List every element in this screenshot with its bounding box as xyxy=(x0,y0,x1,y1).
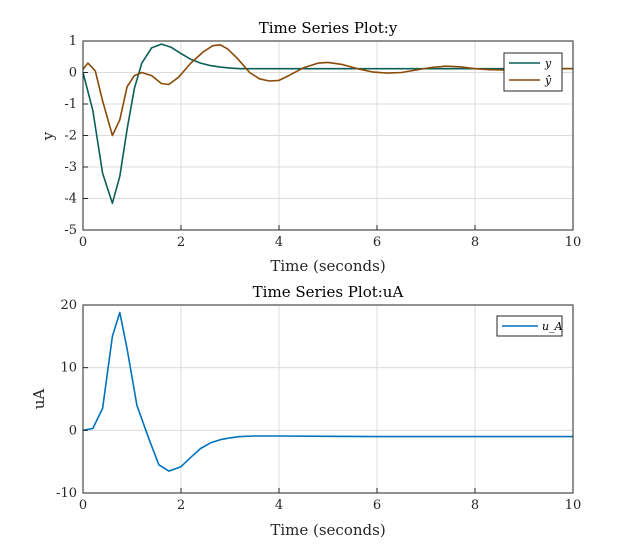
y-axis-label-uA: uA xyxy=(30,389,48,410)
legend-label-yhat: ŷ xyxy=(544,74,552,87)
series-line-uA xyxy=(82,311,573,472)
y-tick-label: -1 xyxy=(64,97,77,112)
legend-box-y xyxy=(503,52,563,92)
y-tick-label: -3 xyxy=(64,160,77,175)
chart-title-y: Time Series Plot:y xyxy=(259,19,398,37)
x-tick-label: 4 xyxy=(275,498,283,513)
y-tick-label: 20 xyxy=(60,298,77,313)
x-tick-label: 2 xyxy=(177,498,185,513)
series-lines-y xyxy=(82,43,573,204)
x-tick-label: 0 xyxy=(79,235,87,250)
x-axis-label-uA: Time (seconds) xyxy=(270,521,385,539)
series-lines-uA xyxy=(82,311,573,472)
x-tick-label: 10 xyxy=(565,498,582,513)
x-tick-label: 6 xyxy=(373,235,381,250)
y-tick-label: -10 xyxy=(56,486,77,501)
y-tick-label: 10 xyxy=(60,361,77,376)
x-tick-label: 2 xyxy=(177,235,185,250)
legend-y: y ŷ xyxy=(503,52,563,92)
x-tick-label: 6 xyxy=(373,498,381,513)
x-tick-label: 0 xyxy=(79,498,87,513)
x-tick-label: 8 xyxy=(471,498,479,513)
y-axis-label-y: y xyxy=(39,131,57,141)
axes-frame-uA xyxy=(82,304,574,494)
legend-uA: u_A xyxy=(496,315,563,337)
y-tick-label: 1 xyxy=(69,34,77,49)
y-tick-label: 0 xyxy=(69,423,77,438)
x-tick-label: 8 xyxy=(471,235,479,250)
x-axis-label-y: Time (seconds) xyxy=(270,257,385,275)
legend-label-y: y xyxy=(544,57,552,70)
x-tick-label: 4 xyxy=(275,235,283,250)
series-line-yhat xyxy=(82,43,573,137)
x-tick-label: 10 xyxy=(565,235,582,250)
series-line-y xyxy=(82,43,573,204)
y-tick-label: -5 xyxy=(64,223,77,238)
chart-title-uA: Time Series Plot:uA xyxy=(253,283,404,301)
y-tick-label: 0 xyxy=(69,66,77,81)
y-tick-label: -4 xyxy=(64,192,77,207)
legend-label-uA: u_A xyxy=(542,320,563,333)
y-tick-label: -2 xyxy=(64,129,77,144)
axes-box-uA xyxy=(83,305,573,493)
